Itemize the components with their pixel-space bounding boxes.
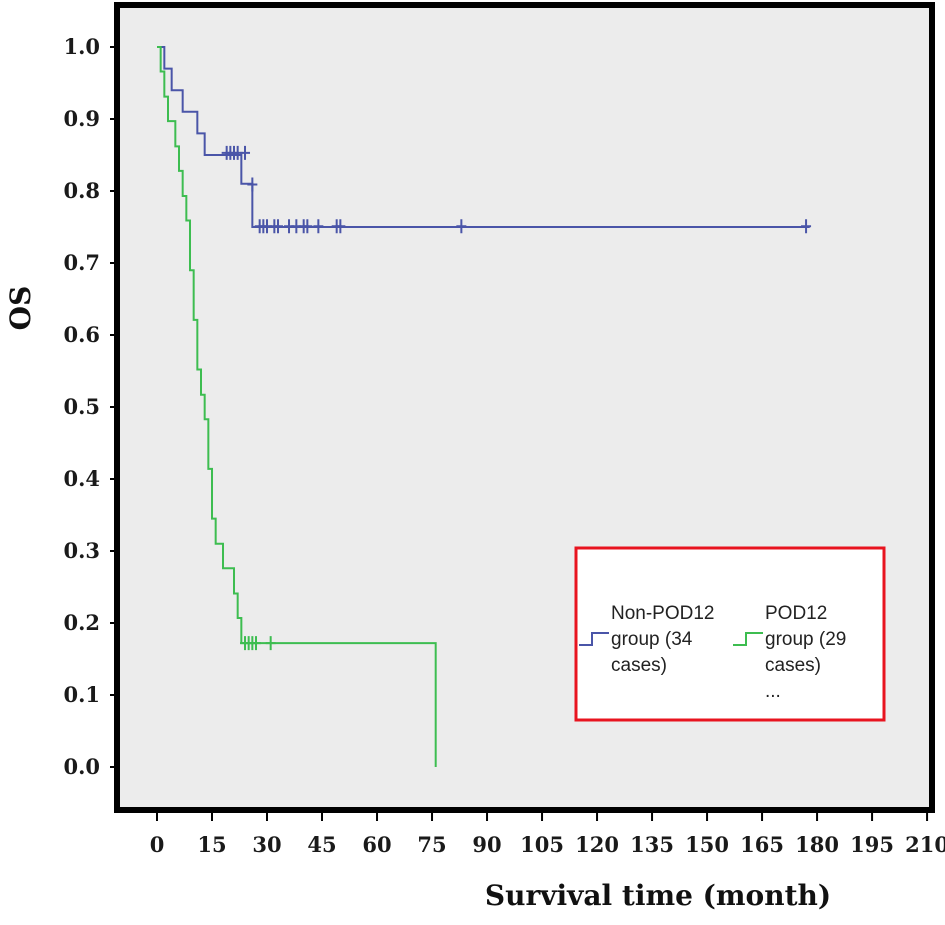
x-tick-label: 45: [307, 832, 336, 857]
x-tick-label: 135: [630, 832, 674, 857]
survival-curve-pod12: [157, 46, 437, 767]
x-axis-title: Survival time (month): [485, 879, 831, 912]
legend-label-non-pod12-line3: cases): [611, 655, 667, 676]
x-tick-label: 0: [150, 832, 165, 857]
censor-mark-non-pod12: [273, 219, 284, 234]
censor-mark-non-pod12: [247, 177, 258, 192]
censor-mark-non-pod12: [313, 219, 324, 234]
x-tick-label: 195: [850, 832, 894, 857]
censor-mark-non-pod12: [335, 219, 346, 234]
x-tick-label: 180: [795, 832, 839, 857]
x-tick-label: 30: [252, 832, 281, 857]
legend-box: [574, 546, 886, 722]
legend-entry-pod12: POD12 group (29 cases): [733, 603, 846, 676]
legend-label-pod12-line2: group (29: [765, 629, 846, 650]
censor-mark-non-pod12: [456, 219, 467, 234]
legend-label-non-pod12-line1: Non-POD12: [611, 603, 715, 624]
legend-swatch-non-pod12: [579, 632, 609, 646]
censor-mark-pod12: [251, 636, 262, 651]
y-tick-label: 0.0: [63, 754, 100, 779]
y-tick-label: 0.4: [63, 466, 100, 491]
y-tick-label: 0.7: [63, 250, 100, 275]
x-tick-label: 15: [197, 832, 226, 857]
censor-mark-non-pod12: [302, 219, 313, 234]
censor-mark-non-pod12: [240, 145, 251, 160]
legend-label-pod12-line3: cases): [765, 655, 821, 676]
y-tick-label: 0.1: [63, 682, 100, 707]
censor-mark-non-pod12: [801, 219, 812, 234]
y-tick-label: 0.5: [63, 394, 100, 419]
y-tick-label: 0.2: [63, 610, 100, 635]
y-tick-label: 0.9: [63, 106, 100, 131]
axis-layer: 0.0 0.1 0.2 0.3 0.4 0.5 0.6 0.7 0.8 0.9 1.0 0 15 30 45…: [63, 34, 945, 857]
x-tick-label: 90: [472, 832, 501, 857]
legend: Non-POD12 group (34 cases) POD12 group (…: [574, 546, 886, 722]
y-tick-label: 0.3: [63, 538, 100, 563]
legend-label-pod12-line1: POD12: [765, 603, 827, 624]
x-tick-label: 105: [520, 832, 564, 857]
censor-mark-pod12: [265, 636, 276, 651]
y-tick-label: 1.0: [63, 34, 100, 59]
x-tick-label: 210: [905, 832, 945, 857]
y-tick-label: 0.8: [63, 178, 100, 203]
x-tick-label: 75: [417, 832, 446, 857]
legend-swatch-pod12: [733, 632, 763, 646]
legend-entry-non-pod12: Non-POD12 group (34 cases): [579, 603, 715, 676]
x-tick-label: 165: [740, 832, 784, 857]
y-axis-title: OS: [4, 286, 37, 331]
x-tick-label: 60: [362, 832, 391, 857]
y-tick-label: 0.6: [63, 322, 100, 347]
legend-label-non-pod12-line2: group (34: [611, 629, 693, 650]
series-layer: [157, 46, 812, 767]
x-tick-label: 120: [575, 832, 619, 857]
legend-ellipsis: ...: [765, 681, 781, 702]
x-tick-label: 150: [685, 832, 729, 857]
